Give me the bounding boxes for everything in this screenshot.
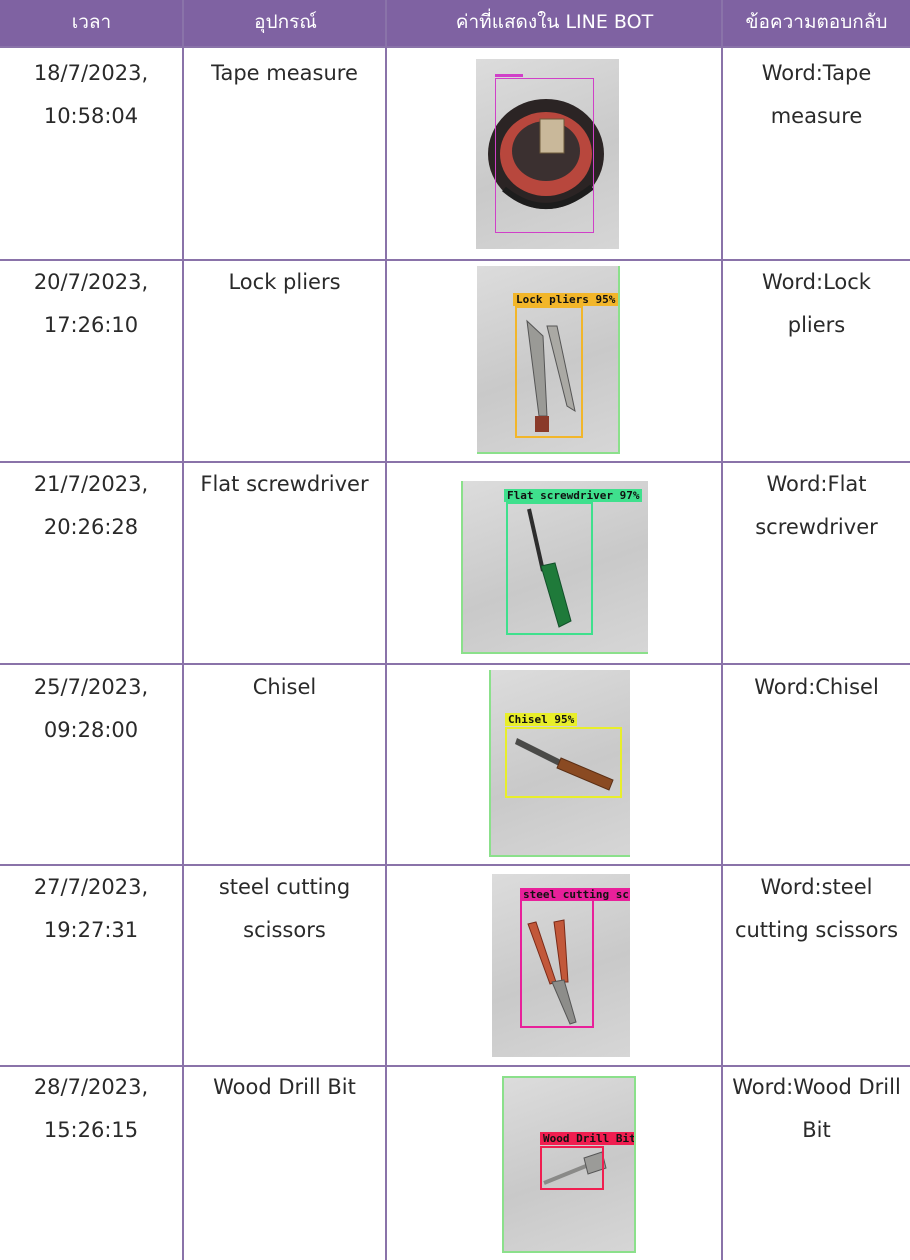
detection-box [505,727,622,798]
reply-cell: Word:Chisel [723,666,910,709]
reply-text-1: Word:Wood Drill [732,1075,901,1099]
tape-measure-image [488,99,604,209]
detection-photo: steel cutting sc [492,874,630,1057]
time-cell: 28/7/2023, 15:26:15 [0,1066,182,1152]
header-line-bot: ค่าที่แสดงใน LINE BOT [455,11,654,33]
device-cell: Wood Drill Bit [184,1066,385,1109]
detection-label: Flat screwdriver 97% [504,489,643,502]
time-cell: 18/7/2023, 10:58:04 [0,52,182,138]
time-cell: 21/7/2023, 20:26:28 [0,463,182,549]
lock-pliers-image [526,319,576,432]
detection-box [515,306,583,438]
header-reply: ข้อความตอบกลับ [745,11,888,33]
detection-photo: Lock pliers 95% [477,266,620,454]
reply-text-1: Word:Flat [766,472,867,496]
detection-label: steel cutting sc [520,888,630,901]
column-divider [182,0,184,1260]
date-text: 20/7/2023, [33,270,149,294]
date-text: 25/7/2023, [33,675,149,699]
time-text: 19:27:31 [43,918,139,942]
column-divider [385,0,387,1260]
time-text: 15:26:15 [43,1118,139,1142]
reply-text-2: screwdriver [755,515,878,539]
time-text: 09:28:00 [43,718,139,742]
date-text: 27/7/2023, [33,875,149,899]
detection-label [495,74,523,77]
device-text: Lock pliers [228,270,341,294]
row-divider [0,461,910,463]
detection-photo: Chisel 95% [489,670,630,857]
row-divider [0,1065,910,1067]
device-text: Flat screwdriver [200,472,369,496]
reply-text-1: Word:Tape [761,61,872,85]
detection-label: Lock pliers 95% [513,293,618,306]
date-text: 21/7/2023, [33,472,149,496]
reply-cell: Word:Wood Drill Bit [723,1066,910,1152]
device-text: Tape measure [211,61,358,85]
row-divider [0,864,910,866]
reply-cell: Word:Lock pliers [723,261,910,347]
device-line-2: scissors [243,918,326,942]
detection-photo [476,59,619,249]
detection-box [506,502,593,635]
reply-text-2: pliers [787,313,846,337]
drill-bit-image [543,1151,607,1185]
reply-text-1: Word:Chisel [754,675,879,699]
detection-label: Wood Drill Bit [540,1132,634,1145]
reply-text-1: Word:Lock [762,270,871,294]
time-text: 20:26:28 [43,515,139,539]
time-cell: 20/7/2023, 17:26:10 [0,261,182,347]
reply-text-1: Word:steel [760,875,873,899]
detection-photo: Flat screwdriver 97% [461,481,648,654]
device-cell: Flat screwdriver [184,463,385,506]
reply-text-2: measure [770,104,863,128]
device-cell: Tape measure [184,52,385,95]
device-line-1: steel cutting [218,875,351,899]
time-cell: 27/7/2023, 19:27:31 [0,866,182,952]
reply-text-2: cutting scissors [734,918,899,942]
reply-text-2: Bit [802,1118,831,1142]
scissors-image [527,919,577,1025]
row-divider [0,46,910,48]
row-divider [0,663,910,665]
reply-cell: Word:Tape measure [723,52,910,138]
detection-box [540,1146,604,1190]
table-header [0,0,910,46]
detection-box [520,890,594,1028]
time-cell: 25/7/2023, 09:28:00 [0,666,182,752]
device-text: Wood Drill Bit [213,1075,356,1099]
reply-cell: Word:Flat screwdriver [723,463,910,549]
row-divider [0,259,910,261]
screwdriver-image [527,508,572,628]
header-device: อุปกรณ์ [254,11,317,33]
device-cell: Chisel [184,666,385,709]
reply-cell: Word:steel cutting scissors [723,866,910,952]
time-text: 10:58:04 [43,104,139,128]
detection-photo: Wood Drill Bit [502,1076,636,1253]
column-divider [721,0,723,1260]
detection-label: Chisel 95% [505,713,578,726]
date-text: 18/7/2023, [33,61,149,85]
device-cell: steel cutting scissors [184,866,385,952]
device-cell: Lock pliers [184,261,385,304]
chisel-image [515,738,614,791]
header-time: เวลา [71,11,112,33]
device-text: Chisel [252,675,317,699]
date-text: 28/7/2023, [33,1075,149,1099]
time-text: 17:26:10 [43,313,139,337]
detection-box [495,78,594,233]
